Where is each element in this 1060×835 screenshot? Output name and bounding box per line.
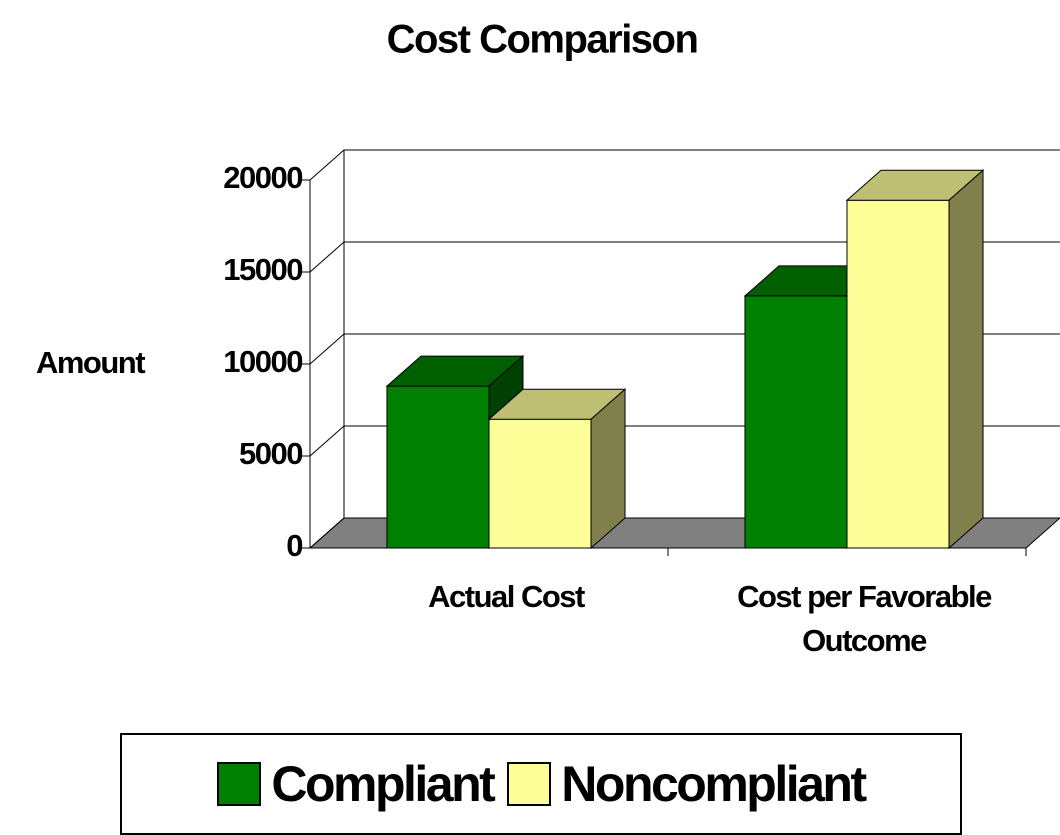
- bar-side: [590, 388, 626, 550]
- y-axis-label: Amount: [36, 345, 145, 380]
- legend: Compliant Noncompliant: [120, 733, 962, 835]
- legend-swatch: [217, 762, 262, 806]
- bar: [386, 385, 490, 549]
- legend-label: Noncompliant: [561, 756, 867, 812]
- bar: [846, 199, 950, 549]
- grid-line: [309, 149, 1060, 181]
- bar-side: [948, 169, 984, 550]
- grid-line: [309, 241, 1060, 273]
- legend-item: Noncompliant: [507, 755, 867, 813]
- y-tick-label: 0: [286, 528, 302, 563]
- legend-item: Compliant: [217, 755, 496, 813]
- bar: [488, 418, 592, 549]
- x-tick-label: Cost per Favorable Outcome: [737, 579, 992, 658]
- y-tick-label: 10000: [223, 344, 302, 379]
- y-tick-label: 15000: [223, 252, 302, 287]
- x-tick-label: Actual Cost: [428, 579, 585, 614]
- bar: [744, 295, 848, 549]
- y-tick-label: 20000: [223, 160, 302, 195]
- y-tick-label: 5000: [239, 436, 302, 471]
- legend-label: Compliant: [271, 756, 495, 812]
- chart-title: Cost Comparison: [387, 18, 698, 62]
- legend-swatch: [507, 762, 552, 806]
